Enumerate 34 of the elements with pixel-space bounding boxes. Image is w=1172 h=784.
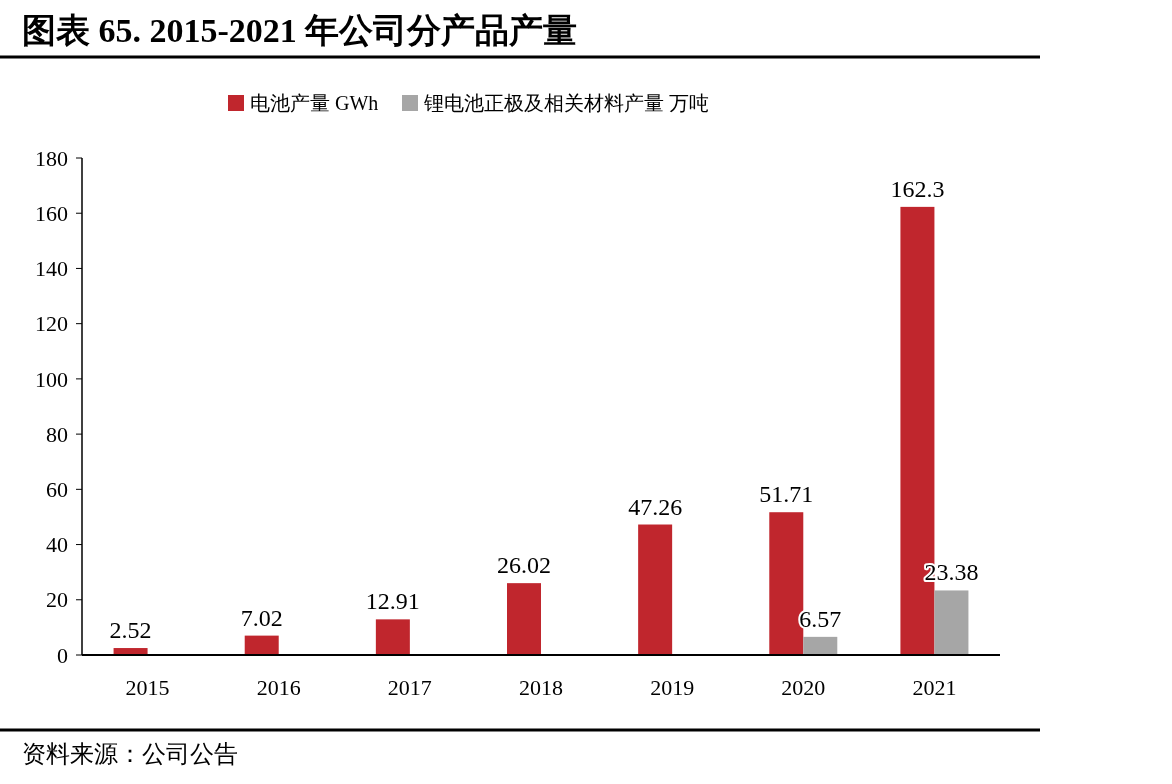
x-tick-label: 2021 — [912, 675, 957, 700]
bar — [375, 619, 410, 655]
y-tick-label: 0 — [57, 642, 68, 668]
data-label: 51.71 — [759, 481, 814, 508]
bar — [507, 583, 541, 655]
bar — [934, 590, 969, 655]
data-label: 26.02 — [497, 552, 551, 579]
y-tick-label: 180 — [35, 145, 68, 171]
data-label: 2.52 — [109, 617, 152, 644]
x-tick-label: 2016 — [256, 675, 301, 700]
y-tick-label: 40 — [46, 532, 68, 558]
bar — [244, 635, 279, 655]
y-tick-label: 20 — [46, 587, 68, 613]
y-tick-label: 60 — [46, 477, 68, 503]
legend-label: 电池产量 GWh — [250, 92, 379, 114]
text: 资料来源：公司公告 — [22, 740, 238, 768]
bar — [638, 524, 673, 655]
legend-label: 锂电池正极及相关材料产量 万吨 — [423, 92, 709, 114]
y-tick-label: 120 — [35, 311, 68, 337]
x-tick-label: 2015 — [125, 675, 170, 700]
x-tick-label: 2019 — [650, 675, 695, 700]
data-label: 47.26 — [628, 493, 683, 520]
x-tick-label: 2020 — [781, 675, 826, 700]
data-label: 7.02 — [240, 604, 283, 631]
y-tick-label: 80 — [46, 421, 68, 447]
x-tick-label: 2017 — [387, 675, 432, 700]
data-label: 12.91 — [365, 588, 420, 615]
y-tick-label: 140 — [35, 256, 68, 282]
data-label: 162.3 — [890, 175, 945, 202]
x-tick-label: 2018 — [519, 675, 563, 700]
bar — [803, 636, 838, 655]
y-tick-label: 100 — [35, 366, 68, 392]
chart-title: 图表 65. 2015-2021 年公司分产品产量 — [22, 12, 578, 49]
y-tick-label: 160 — [35, 200, 68, 226]
